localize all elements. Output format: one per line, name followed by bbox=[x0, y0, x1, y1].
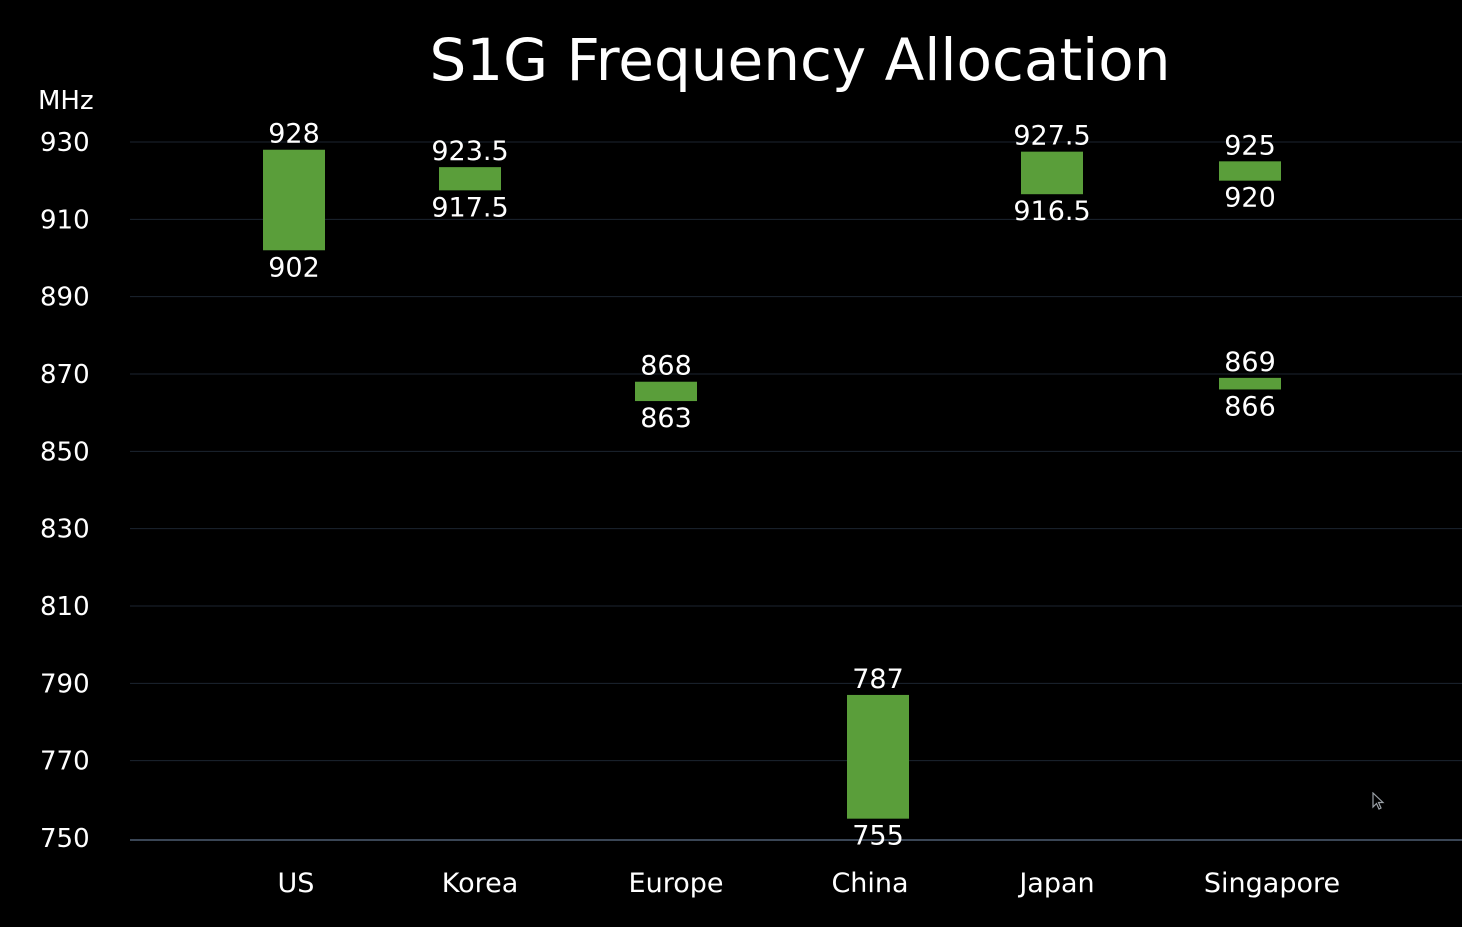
band-bar-korea bbox=[439, 167, 501, 191]
y-tick-label: 930 bbox=[40, 128, 90, 158]
category-labels: US Korea Europe China Japan Singapore bbox=[278, 868, 1341, 899]
band-low-label: 916.5 bbox=[1013, 196, 1090, 227]
category-label-us: US bbox=[278, 868, 315, 899]
band-high-label: 868 bbox=[640, 351, 692, 382]
category-label-japan: Japan bbox=[1017, 868, 1094, 899]
y-tick-label: 890 bbox=[40, 283, 90, 313]
y-tick-label: 750 bbox=[40, 824, 90, 854]
band-high-label: 869 bbox=[1224, 347, 1276, 378]
band-bar-singapore bbox=[1219, 161, 1281, 181]
band-bar-china bbox=[847, 694, 909, 819]
chart-title: S1G Frequency Allocation bbox=[429, 26, 1171, 94]
band-high-label: 928 bbox=[268, 119, 320, 150]
y-tick-label: 830 bbox=[40, 515, 90, 545]
band-bar-us bbox=[263, 149, 325, 251]
grid-lines bbox=[130, 141, 1462, 762]
y-tick-label: 870 bbox=[40, 360, 90, 390]
category-label-korea: Korea bbox=[442, 868, 519, 899]
y-axis-ticks: 930 910 890 870 850 830 810 790 770 750 bbox=[40, 128, 90, 854]
band-high-label: 925 bbox=[1224, 130, 1276, 161]
y-axis-unit-label: MHz bbox=[38, 86, 94, 116]
band-bar-europe bbox=[635, 381, 697, 402]
category-label-europe: Europe bbox=[629, 868, 724, 899]
band-bar-singapore bbox=[1219, 377, 1281, 390]
band-low-label: 920 bbox=[1224, 183, 1276, 214]
category-label-china: China bbox=[831, 868, 908, 899]
frequency-bands bbox=[263, 149, 1281, 819]
band-high-label: 927.5 bbox=[1013, 121, 1090, 152]
y-tick-label: 790 bbox=[40, 669, 90, 699]
mouse-pointer-icon bbox=[1372, 792, 1385, 810]
band-bar-japan bbox=[1021, 151, 1083, 195]
y-tick-label: 850 bbox=[40, 437, 90, 467]
category-label-singapore: Singapore bbox=[1204, 868, 1340, 899]
band-low-label: 917.5 bbox=[431, 192, 508, 223]
y-tick-label: 770 bbox=[40, 747, 90, 777]
band-low-label: 863 bbox=[640, 403, 692, 434]
band-high-label: 923.5 bbox=[431, 136, 508, 167]
y-tick-label: 910 bbox=[40, 205, 90, 235]
band-low-label: 866 bbox=[1224, 391, 1276, 422]
band-low-label: 755 bbox=[852, 821, 904, 852]
band-value-labels: 928 902 923.5 917.5 868 863 787 755 927.5 916.5 92… bbox=[268, 119, 1276, 852]
band-high-label: 787 bbox=[852, 664, 904, 695]
band-low-label: 902 bbox=[268, 252, 320, 283]
y-tick-label: 810 bbox=[40, 592, 90, 622]
